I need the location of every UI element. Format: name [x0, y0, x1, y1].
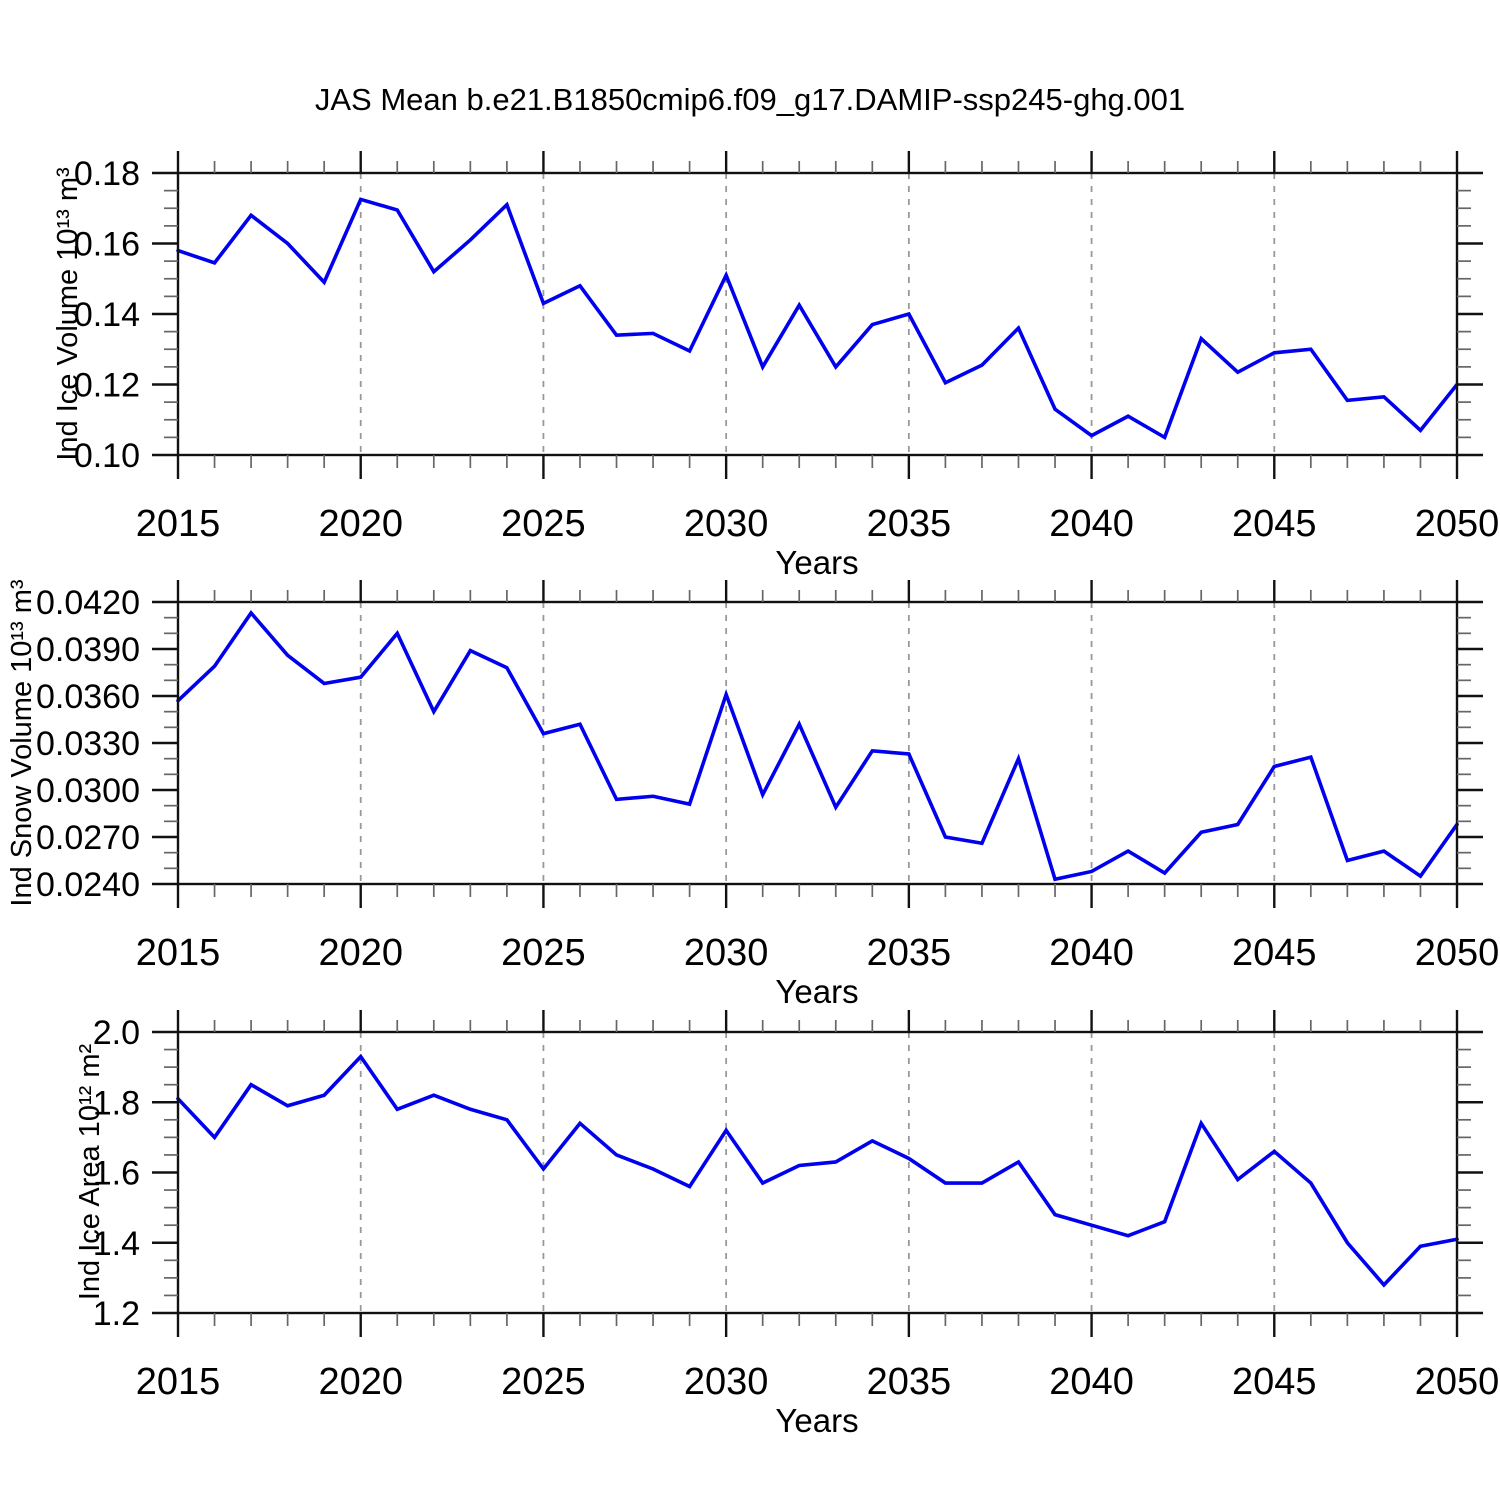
x-tick-label: 2035 — [867, 503, 952, 545]
x-tick-label: 2045 — [1232, 503, 1317, 545]
x-tick-label: 2015 — [136, 503, 221, 545]
y-axis-label-ice-area: Ind Ice Area 10¹² m² — [74, 1043, 106, 1301]
x-tick-label: 2035 — [867, 1361, 952, 1403]
y-axis-label-snow-volume: Ind Snow Volume 10¹³ m³ — [6, 579, 38, 907]
y-tick-label: 0.0270 — [36, 819, 140, 857]
x-tick-label: 2020 — [318, 1361, 403, 1403]
y-tick-label: 0.10 — [74, 437, 140, 475]
tick-marks — [152, 151, 1483, 479]
y-tick-label: 0.0390 — [36, 631, 140, 669]
plot-border — [176, 600, 1459, 886]
chart-title: JAS Mean b.e21.B1850cmip6.f09_g17.DAMIP-… — [314, 82, 1186, 117]
y-tick-label: 0.16 — [74, 226, 140, 264]
plot-border — [176, 171, 1459, 457]
y-tick-label: 0.18 — [74, 155, 140, 193]
x-tick-label: 2020 — [318, 932, 403, 974]
x-tick-label: 2020 — [318, 503, 403, 545]
x-tick-label: 2025 — [501, 503, 586, 545]
y-tick-label: 0.0330 — [36, 725, 140, 763]
x-tick-label: 2045 — [1232, 932, 1317, 974]
panel-ind-ice-area: 1.2 1.4 1.6 1.8 2.0 2015 2020 2025 2030 2035 2040 2… — [93, 1010, 1500, 1403]
x-tick-label: 2025 — [501, 932, 586, 974]
y-tick-label: 0.12 — [74, 367, 140, 405]
x-axis-label-panel-3: Years — [775, 1402, 859, 1439]
y-tick-label: 2.0 — [93, 1014, 140, 1052]
x-axis-label-panel-2: Years — [775, 973, 859, 1010]
y-tick-label: 1.8 — [93, 1084, 140, 1122]
x-tick-label: 2040 — [1049, 503, 1134, 545]
tick-marks — [152, 1010, 1483, 1337]
plot-border — [176, 1030, 1459, 1315]
x-tick-label: 2050 — [1415, 1361, 1500, 1403]
x-tick-label: 2030 — [684, 1361, 769, 1403]
y-tick-label: 1.2 — [93, 1295, 140, 1333]
x-tick-label: 2015 — [136, 1361, 221, 1403]
x-tick-label: 2035 — [867, 932, 952, 974]
y-tick-label: 1.4 — [93, 1225, 140, 1263]
x-tick-label: 2045 — [1232, 1361, 1317, 1403]
y-tick-label: 0.0420 — [36, 584, 140, 622]
ind-snow-volume-line — [176, 610, 1459, 882]
ind-ice-volume-line — [176, 197, 1459, 441]
y-tick-label: 0.0240 — [36, 866, 140, 904]
x-tick-label: 2025 — [501, 1361, 586, 1403]
tick-marks — [152, 580, 1483, 908]
x-tick-label: 2015 — [136, 932, 221, 974]
panel-ind-snow-volume: 0.0240 0.0270 0.0300 0.0330 0.0360 0.0390 0.04… — [36, 580, 1499, 974]
x-tick-label: 2040 — [1049, 1361, 1134, 1403]
x-tick-label: 2030 — [684, 932, 769, 974]
y-axis-label-ice-volume: Ind Ice Volume 10¹³ m³ — [52, 167, 84, 461]
y-tick-label: 0.0300 — [36, 772, 140, 810]
ind-ice-area-line — [176, 1053, 1459, 1288]
x-axis-label-panel-1: Years — [775, 544, 859, 581]
x-tick-label: 2050 — [1415, 503, 1500, 545]
y-tick-label: 0.14 — [74, 296, 140, 334]
x-tick-label: 2040 — [1049, 932, 1134, 974]
y-tick-label: 0.0360 — [36, 678, 140, 716]
x-tick-label: 2030 — [684, 503, 769, 545]
panel-ind-ice-volume: 0.10 0.12 0.14 0.16 0.18 2015 2020 2025 2030 2035… — [74, 151, 1499, 545]
y-tick-label: 1.6 — [93, 1155, 140, 1193]
x-tick-label: 2050 — [1415, 932, 1500, 974]
